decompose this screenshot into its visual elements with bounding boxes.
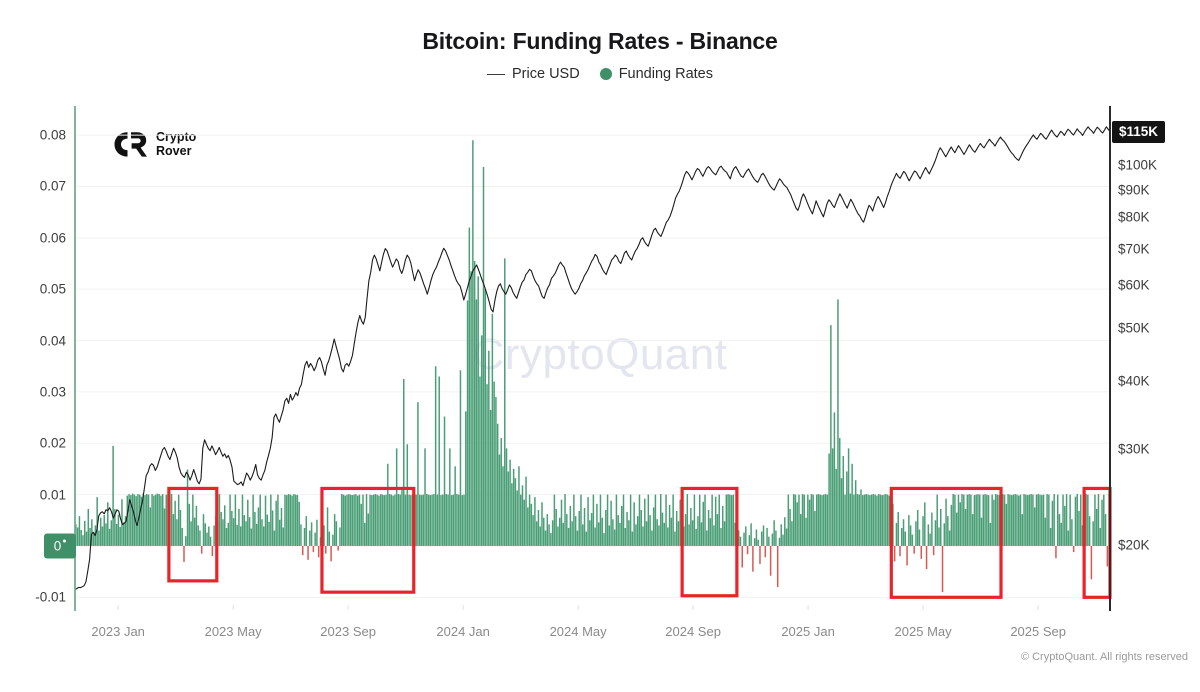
y-right-tick-50k: $50K	[1118, 320, 1150, 336]
x-tick-2023-jan: 2023 Jan	[91, 624, 145, 639]
cr-monogram-icon	[114, 131, 147, 157]
zero-line-badge: 0	[44, 533, 76, 559]
y-right-tick-90k: $90K	[1118, 182, 1150, 198]
x-tick-2023-sep: 2023 Sep	[320, 624, 376, 639]
price-line	[74, 126, 1111, 591]
brand-name: Crypto Rover	[156, 130, 197, 158]
x-tick-2025-jan: 2025 Jan	[781, 624, 835, 639]
zero-badge-label: 0	[53, 538, 62, 554]
legend-label-funding-rates: Funding Rates	[618, 66, 713, 82]
y-left-tick-0-05: 0.05	[39, 281, 66, 297]
y-left-tick-0-06: 0.06	[39, 230, 66, 246]
y-right-tick-20k: $20K	[1118, 537, 1150, 553]
dot-marker-icon	[599, 68, 612, 80]
y-left-tick-0-01: 0.01	[39, 487, 66, 503]
legend-label-price-usd: Price USD	[512, 66, 580, 82]
line-marker-icon	[487, 73, 505, 75]
funding-rate-bars	[75, 140, 1110, 593]
x-tick-2025-may: 2025 May	[894, 624, 952, 639]
x-tick-2023-may: 2023 May	[204, 624, 262, 639]
y-right-tick-70k: $70K	[1118, 241, 1150, 257]
axis-lines	[74, 106, 1111, 611]
x-tick-2024-may: 2024 May	[549, 624, 607, 639]
y-left-tick-0-03: 0.03	[39, 384, 66, 400]
y-right-tick-30k: $30K	[1118, 441, 1150, 457]
copyright-notice: © CryptoQuant. All rights reserved	[1020, 651, 1188, 663]
y-right-tick-40k: $40K	[1118, 373, 1150, 389]
y-left-tick-neg0-01: -0.01	[35, 589, 66, 605]
x-tick-2025-sep: 2025 Sep	[1010, 624, 1066, 639]
chart-legend: Price USD Funding Rates	[0, 66, 1200, 82]
y-left-tick-0-07: 0.07	[39, 178, 66, 194]
y-right-tick-115k: $115K	[1112, 120, 1166, 143]
y-left-tick-0-02: 0.02	[39, 435, 66, 451]
zero-badge-dot-icon	[63, 539, 67, 543]
legend-item-price-usd[interactable]: Price USD	[487, 66, 580, 82]
y-left-tick-0-08: 0.08	[39, 127, 66, 143]
y-left-tick-0-04: 0.04	[39, 333, 66, 349]
legend-item-funding-rates[interactable]: Funding Rates	[599, 66, 713, 82]
chart-title: Bitcoin: Funding Rates - Binance	[422, 28, 778, 54]
y-right-tick-80k: $80K	[1118, 209, 1150, 225]
y-right-tick-100k: $100K	[1118, 157, 1158, 173]
y-right-tick-60k: $60K	[1118, 277, 1150, 293]
x-tick-2024-sep: 2024 Sep	[665, 624, 721, 639]
x-tick-2024-jan: 2024 Jan	[436, 624, 490, 639]
crypto-rover-logo: Crypto Rover	[113, 130, 196, 158]
